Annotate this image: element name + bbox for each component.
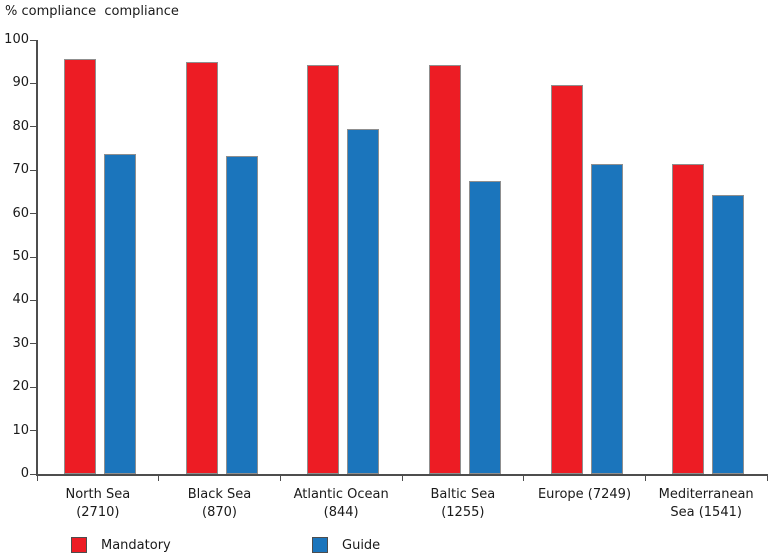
bar-mandatory bbox=[550, 84, 583, 474]
bar-guide bbox=[347, 129, 380, 474]
y-tick bbox=[30, 126, 37, 128]
category-label-line: (2710) bbox=[76, 505, 120, 520]
bar-mandatory bbox=[429, 64, 461, 474]
y-tick-label: 50 bbox=[12, 249, 29, 264]
legend-swatch-guide-icon bbox=[312, 537, 328, 553]
category-label: Europe (7249) bbox=[524, 486, 646, 504]
y-tick bbox=[30, 473, 37, 475]
bar-guide bbox=[469, 181, 501, 474]
bar-guide bbox=[590, 164, 623, 474]
bar-guide bbox=[104, 154, 136, 474]
x-tick bbox=[644, 474, 646, 481]
y-tick-label: 80 bbox=[12, 118, 29, 134]
category-label: Mediterranean Sea (1541) bbox=[645, 486, 767, 522]
category-label-line: Atlantic Ocean bbox=[293, 487, 389, 502]
y-tick bbox=[30, 299, 37, 301]
bar-mandatory bbox=[185, 61, 218, 474]
category-label-line: Europe (7249) bbox=[537, 487, 632, 502]
category-label-line: (844) bbox=[323, 505, 359, 520]
x-tick bbox=[279, 474, 281, 481]
y-tick-label: 10 bbox=[12, 422, 29, 438]
category-label: North Sea (2710) bbox=[37, 486, 159, 522]
y-tick-label: 60 bbox=[12, 205, 29, 221]
y-tick bbox=[30, 213, 37, 215]
legend-label-mandatory: Mandatory bbox=[101, 537, 171, 553]
legend-item-guide: Guide bbox=[312, 536, 380, 554]
bar-guide bbox=[225, 156, 258, 474]
category-label: Baltic Sea (1255) bbox=[402, 486, 524, 522]
y-tick-label: 20 bbox=[12, 379, 29, 395]
bar-mandatory bbox=[307, 64, 340, 474]
x-tick bbox=[401, 474, 403, 481]
y-tick bbox=[30, 82, 37, 84]
y-tick-label: 70 bbox=[12, 162, 29, 178]
y-tick bbox=[30, 343, 37, 345]
y-tick bbox=[30, 169, 37, 171]
category-label-line: Mediterranean bbox=[658, 487, 754, 502]
y-tick-label: 30 bbox=[12, 335, 29, 351]
y-tick-label: 40 bbox=[12, 292, 29, 308]
y-tick bbox=[30, 256, 37, 258]
y-axis-line bbox=[36, 40, 38, 476]
legend-swatch-mandatory-icon bbox=[71, 537, 87, 553]
x-tick bbox=[766, 474, 768, 481]
legend-label-guide: Guide bbox=[342, 537, 381, 553]
category-label-line: Black Sea bbox=[187, 487, 252, 502]
bar-mandatory bbox=[64, 58, 96, 474]
legend-item-mandatory: Mandatory bbox=[71, 536, 171, 554]
category-label-line: (1255) bbox=[441, 505, 485, 520]
bar-mandatory bbox=[672, 164, 705, 474]
category-label: Atlantic Ocean (844) bbox=[280, 486, 402, 522]
x-tick bbox=[523, 474, 525, 481]
y-tick-label: 0 bbox=[20, 466, 29, 481]
y-tick bbox=[30, 430, 37, 432]
y-tick bbox=[30, 39, 37, 41]
bar-guide bbox=[712, 195, 745, 474]
category-label: Black Sea (870) bbox=[159, 486, 281, 522]
category-label-line: Sea (1541) bbox=[670, 505, 742, 520]
y-tick-label: 100 bbox=[4, 32, 29, 47]
x-tick bbox=[158, 474, 160, 481]
y-tick bbox=[30, 386, 37, 388]
y-tick-label: 90 bbox=[12, 75, 29, 91]
category-label-line: (870) bbox=[202, 505, 237, 520]
chart-title: % compliance compliance bbox=[5, 4, 179, 19]
category-label-line: North Sea bbox=[65, 487, 131, 502]
x-tick bbox=[36, 474, 38, 481]
category-label-line: Baltic Sea bbox=[430, 487, 496, 502]
